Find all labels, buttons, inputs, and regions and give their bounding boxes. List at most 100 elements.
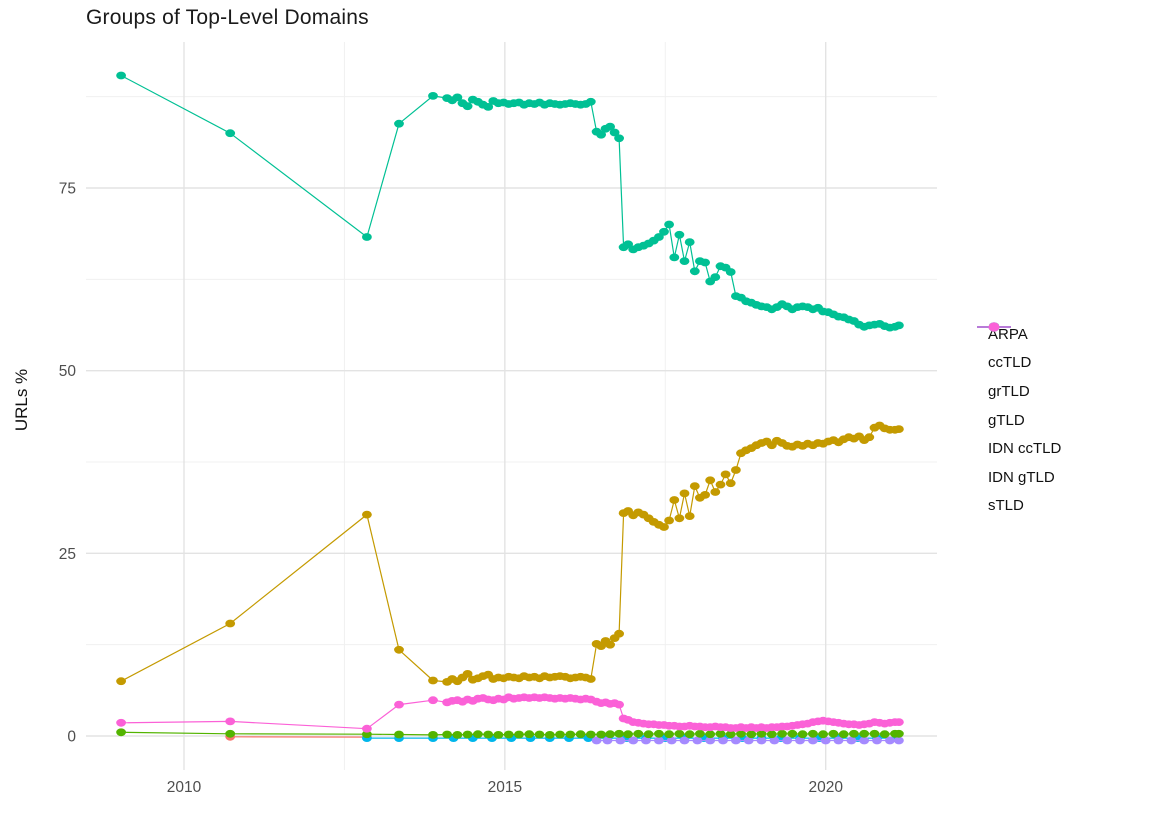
legend-item-grtld: grTLD [976, 322, 1061, 406]
series-stld [116, 693, 904, 733]
major-gridlines [86, 42, 937, 770]
data-point-cctld [720, 470, 731, 479]
data-point-grtld [766, 730, 777, 739]
data-point-grtld [473, 730, 483, 739]
data-point-grtld [869, 729, 880, 738]
data-point-grtld [116, 728, 126, 737]
data-point-idn-gtld [756, 736, 767, 745]
data-point-grtld [633, 729, 644, 738]
data-point-stld [394, 700, 404, 709]
y-tick-label: 25 [59, 546, 76, 563]
data-point-idn-gtld [894, 736, 904, 745]
data-point-cctld [674, 514, 685, 523]
legend-label-stld: sTLD [988, 497, 1024, 515]
data-point-grtld [715, 729, 726, 738]
data-point-grtld [684, 730, 695, 739]
data-point-idn-gtld [743, 736, 754, 745]
data-point-grtld [818, 730, 828, 739]
data-point-cctld [710, 488, 721, 496]
data-point-grtld [362, 730, 372, 739]
data-point-grtld [664, 730, 674, 739]
data-point-grtld [544, 731, 555, 739]
data-point-gtld [394, 119, 404, 128]
series-cctld [116, 421, 904, 686]
data-point-idn-gtld [872, 736, 882, 745]
data-point-grtld [442, 730, 452, 739]
data-point-idn-gtld [666, 736, 677, 745]
data-point-cctld [669, 496, 680, 504]
data-point-idn-gtld [628, 736, 639, 745]
data-point-grtld [777, 729, 787, 738]
data-point-gtld [596, 130, 606, 139]
data-point-grtld [614, 729, 624, 738]
data-point-idn-gtld [808, 736, 818, 745]
data-point-grtld [746, 730, 757, 739]
data-point-grtld [705, 730, 716, 739]
data-point-grtld [828, 729, 839, 738]
data-point-gtld [585, 97, 596, 106]
axis-tick-labels: 0 25 50 75 2010 2015 2020 [59, 180, 844, 796]
legend-item-cctld: ccTLD [976, 322, 1061, 378]
data-point-cctld [585, 675, 596, 683]
series-idn-gtld [591, 736, 904, 745]
data-point-cctld [864, 433, 875, 442]
data-point-gtld [689, 267, 700, 276]
data-point-gtld [674, 230, 685, 239]
data-point-idn-gtld [654, 736, 664, 745]
data-point-gtld [684, 238, 695, 247]
data-point-cctld [715, 480, 726, 489]
data-point-grtld [808, 729, 818, 738]
data-point-idn-gtld [705, 736, 716, 745]
data-point-grtld [503, 730, 514, 739]
series-grtld [116, 728, 904, 739]
legend-item-idn-cctld: IDN ccTLD [976, 322, 1061, 463]
legend-key-stld [977, 322, 1011, 332]
data-point-cctld [659, 523, 669, 531]
data-point-gtld [614, 134, 624, 143]
data-point-gtld [679, 257, 690, 265]
data-point-gtld [609, 128, 620, 137]
data-point-grtld [674, 729, 685, 738]
data-point-idn-gtld [718, 736, 728, 745]
data-point-gtld [669, 253, 680, 262]
data-point-cctld [894, 425, 904, 433]
legend-item-gtld: gTLD [976, 322, 1061, 435]
data-point-gtld [700, 258, 710, 267]
data-point-gtld [362, 233, 372, 241]
legend: ARPA ccTLD grTLD gTLD IDN ccTLD IDN gTLD sTLD [976, 320, 1061, 520]
data-point-idn-gtld [641, 736, 651, 745]
data-point-cctld [225, 619, 236, 628]
data-point-grtld [483, 730, 494, 739]
legend-label-gtld: gTLD [988, 411, 1025, 429]
data-point-cctld [605, 640, 615, 649]
data-point-idn-gtld [885, 736, 895, 745]
data-point-grtld [514, 730, 524, 739]
data-point-idn-gtld [615, 736, 626, 745]
data-point-cctld [689, 482, 700, 490]
data-point-grtld [859, 729, 870, 738]
data-point-grtld [462, 730, 473, 739]
data-point-stld [362, 724, 372, 733]
data-point-cctld [679, 489, 690, 498]
data-point-grtld [394, 730, 404, 739]
y-tick-label: 0 [67, 729, 76, 746]
legend-label-cctld: ccTLD [988, 354, 1032, 372]
legend-item-idn-gtld: IDN gTLD [976, 322, 1061, 492]
data-point-grtld [428, 731, 438, 739]
data-point-grtld [524, 730, 535, 739]
data-point-cctld [700, 491, 710, 499]
data-point-idn-gtld [846, 736, 857, 745]
x-tick-label: 2015 [488, 779, 522, 796]
data-point-gtld [225, 129, 236, 138]
data-point-gtld [428, 92, 438, 100]
data-point-grtld [756, 729, 767, 738]
data-point-gtld [664, 220, 674, 229]
data-point-grtld [838, 730, 849, 739]
data-point-idn-gtld [859, 736, 870, 745]
data-point-gtld [116, 71, 126, 80]
data-point-idn-gtld [833, 736, 844, 745]
data-point-idn-gtld [602, 736, 613, 745]
data-point-gtld [462, 102, 473, 111]
